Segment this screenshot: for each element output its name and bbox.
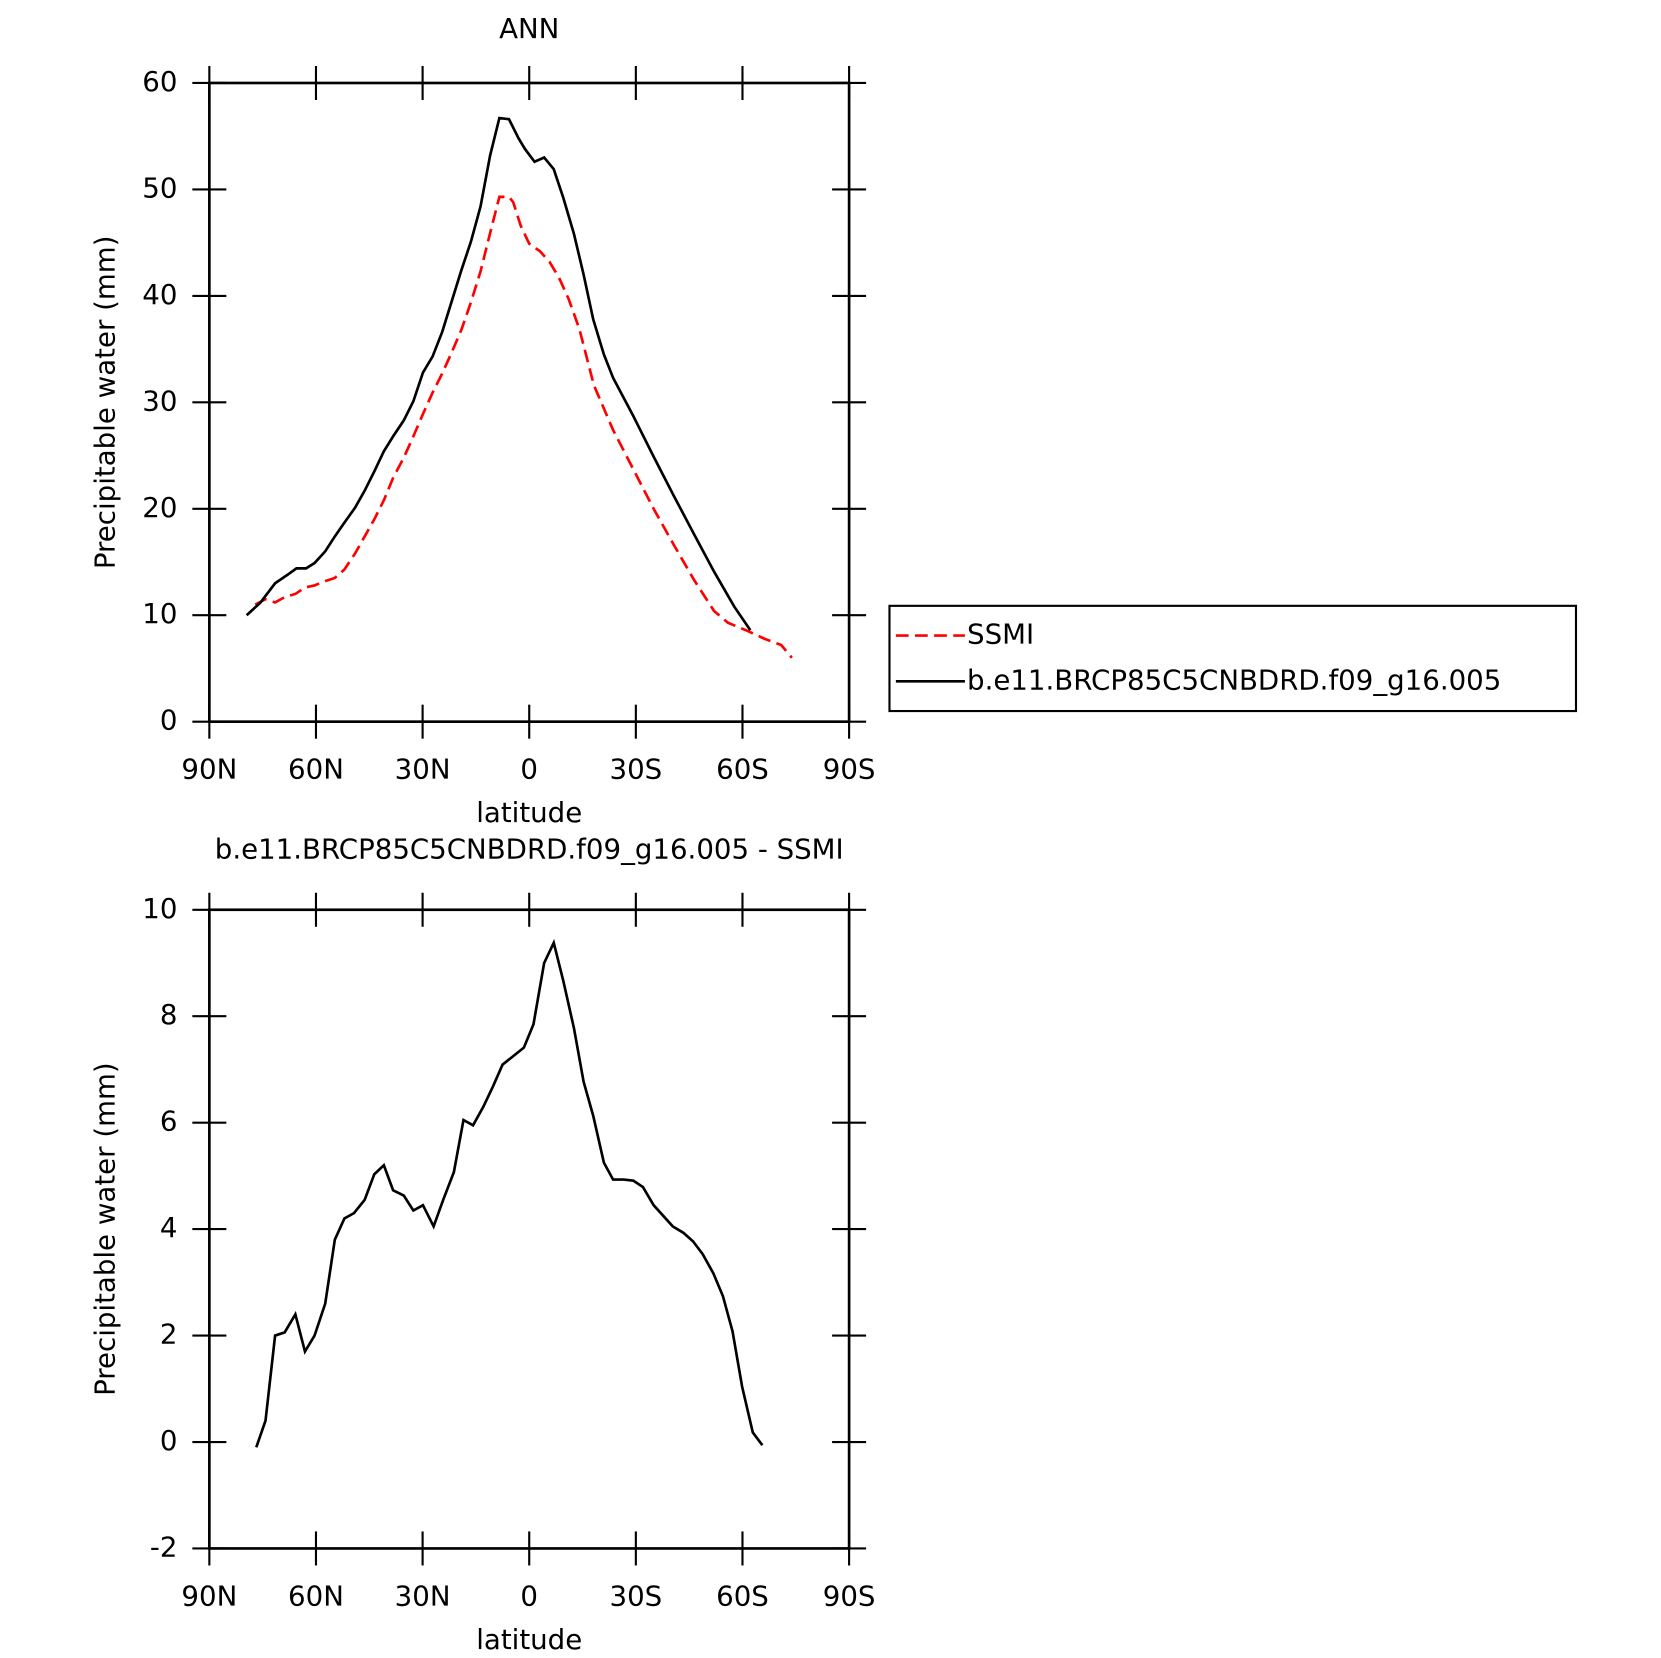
y-tick-label: 0: [160, 1424, 178, 1457]
chart-title: b.e11.BRCP85C5CNBDRD.f09_g16.005 - SSMI: [215, 832, 844, 865]
y-tick-label: 10: [142, 892, 177, 925]
y-tick-label: 60: [142, 65, 177, 98]
y-tick-label: 0: [160, 704, 178, 737]
x-tick-label: 0: [520, 1579, 538, 1612]
y-tick-label: -2: [150, 1530, 178, 1563]
x-tick-label: 90N: [181, 1579, 237, 1612]
y-tick-label: 6: [160, 1105, 178, 1138]
plot-frame: [208, 81, 851, 723]
y-tick-label: 10: [142, 597, 177, 630]
data-line: [245, 116, 752, 631]
y-tick-label: 50: [142, 171, 177, 204]
y-tick-label: 20: [142, 491, 177, 524]
y-tick-label: 2: [160, 1318, 178, 1351]
plot-frame: [208, 908, 851, 1550]
x-axis-label: latitude: [476, 1623, 582, 1656]
x-tick-label: 30N: [395, 753, 451, 786]
x-tick-label: 90S: [823, 753, 876, 786]
x-tick-label: 0: [520, 753, 538, 786]
data-line: [255, 938, 764, 1448]
y-tick-label: 4: [160, 1211, 178, 1244]
y-tick-label: 30: [142, 384, 177, 417]
y-axis-label: Precipitable water (mm): [88, 1062, 121, 1396]
x-tick-label: 60S: [716, 1579, 769, 1612]
x-tick-label: 30S: [610, 753, 663, 786]
x-tick-label: 90S: [823, 1579, 876, 1612]
x-tick-label: 30S: [610, 1579, 663, 1612]
y-tick-label: 40: [142, 278, 177, 311]
legend-box: [888, 604, 1578, 713]
x-tick-label: 60S: [716, 753, 769, 786]
x-tick-label: 30N: [395, 1579, 451, 1612]
y-tick-label: 8: [160, 998, 178, 1031]
x-tick-label: 60N: [288, 1579, 344, 1612]
legend-label: SSMI: [967, 618, 1034, 651]
y-axis-label: Precipitable water (mm): [88, 236, 121, 570]
chart-title: ANN: [499, 12, 559, 45]
legend-label: b.e11.BRCP85C5CNBDRD.f09_g16.005: [967, 663, 1501, 696]
x-tick-label: 90N: [181, 753, 237, 786]
x-tick-label: 60N: [288, 753, 344, 786]
x-axis-label: latitude: [476, 796, 582, 829]
data-line: [254, 195, 793, 659]
